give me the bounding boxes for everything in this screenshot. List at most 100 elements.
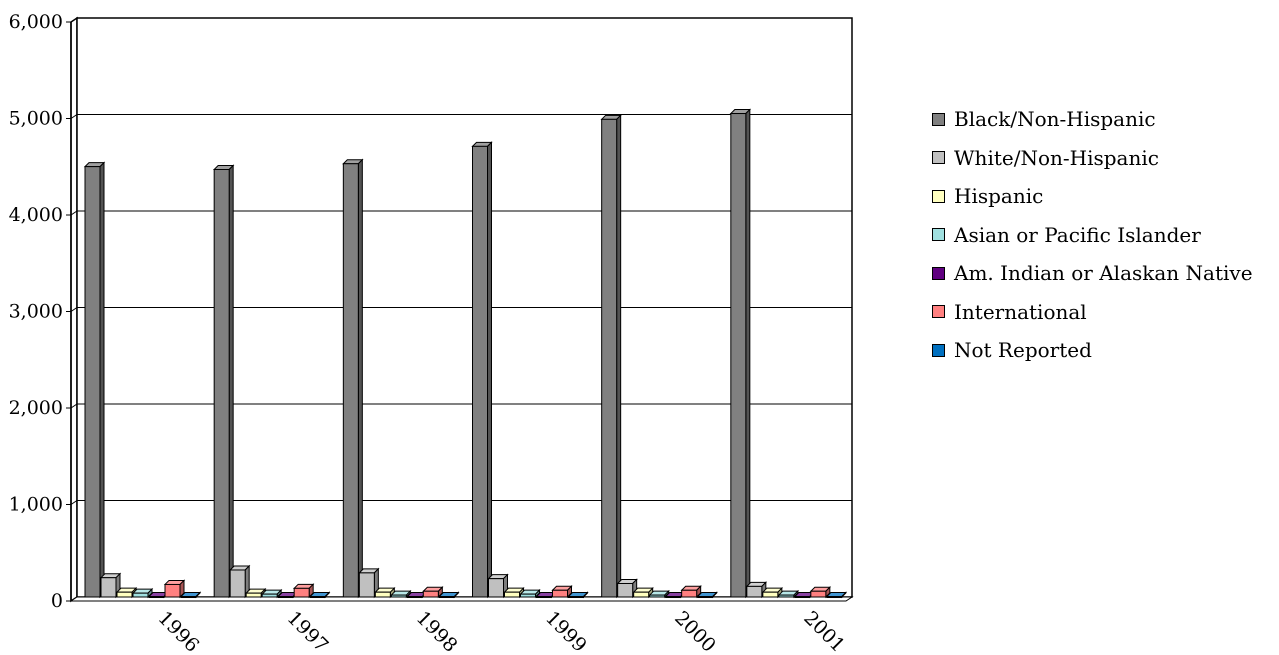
y-tick-label: 2,000 bbox=[9, 397, 63, 419]
bar-front bbox=[794, 596, 811, 599]
bar-front bbox=[180, 596, 197, 599]
y-tick-label: 0 bbox=[51, 590, 63, 612]
bar-front bbox=[746, 585, 763, 598]
y-tick-label: 1,000 bbox=[9, 494, 63, 516]
bar-side bbox=[99, 161, 105, 599]
bar bbox=[228, 564, 251, 599]
bar-front bbox=[116, 591, 133, 598]
x-tick-label: 1997 bbox=[283, 607, 333, 655]
bar-front bbox=[810, 590, 827, 598]
floor bbox=[69, 596, 854, 602]
bar bbox=[438, 591, 460, 599]
legend-item: Hispanic bbox=[932, 177, 1253, 216]
bar-front bbox=[245, 592, 262, 598]
bar bbox=[551, 585, 573, 599]
bar bbox=[648, 589, 670, 599]
bar-front bbox=[164, 583, 181, 598]
y-tick-label: 3,000 bbox=[9, 301, 63, 323]
bar-front bbox=[100, 577, 117, 598]
bar-front bbox=[601, 118, 618, 598]
bar-side bbox=[745, 108, 751, 599]
legend-swatch bbox=[932, 343, 945, 357]
legend-swatch bbox=[932, 151, 945, 165]
bar-side bbox=[357, 158, 363, 599]
x-axis: 1996 1997 1998 1999 2000 2001 bbox=[154, 607, 850, 655]
bar-front bbox=[358, 572, 375, 598]
legend-label: Asian or Pacific Islander bbox=[954, 222, 1201, 247]
bar-side bbox=[487, 141, 492, 599]
legend-label: Hispanic bbox=[954, 184, 1044, 209]
bar bbox=[179, 591, 202, 599]
x-tick-label: 1999 bbox=[541, 607, 591, 655]
bar-chart: 0 1,000 2,000 3,000 4,000 5,000 6,000 1996 1997… bbox=[9, 11, 854, 655]
legend-item: Not Reported bbox=[932, 331, 1253, 370]
bar-front bbox=[762, 591, 779, 598]
bar-front bbox=[148, 596, 165, 599]
bars bbox=[83, 108, 848, 599]
y-tick-label: 4,000 bbox=[9, 204, 63, 226]
bar bbox=[390, 589, 412, 599]
bar bbox=[131, 587, 154, 599]
legend-item: Asian or Pacific Islander bbox=[932, 216, 1253, 255]
bar bbox=[729, 108, 752, 599]
bar-front bbox=[697, 596, 714, 599]
bar bbox=[342, 158, 364, 599]
bar-front bbox=[826, 596, 843, 599]
legend-swatch bbox=[932, 189, 945, 203]
bar-front bbox=[342, 163, 359, 598]
legend-swatch bbox=[932, 228, 945, 242]
legend-label: White/Non-Hispanic bbox=[954, 145, 1159, 170]
bar bbox=[308, 591, 331, 599]
bar bbox=[212, 164, 235, 599]
gridline-side bbox=[70, 114, 78, 119]
bar-front bbox=[568, 596, 584, 599]
bar-front bbox=[438, 596, 455, 599]
legend-swatch bbox=[932, 305, 945, 319]
bar-front bbox=[665, 596, 682, 599]
bar bbox=[632, 586, 654, 599]
bar-front bbox=[406, 596, 423, 599]
bar-front bbox=[309, 596, 326, 599]
y-tick-label: 5,000 bbox=[9, 108, 63, 130]
legend-label: International bbox=[954, 299, 1087, 324]
bar-front bbox=[390, 594, 407, 598]
legend: Black/Non-Hispanic White/Non-Hispanic Hisp… bbox=[932, 100, 1253, 370]
gridline-side bbox=[70, 500, 78, 505]
bar bbox=[260, 588, 283, 599]
gridline-side bbox=[70, 210, 78, 216]
legend-item: Black/Non-Hispanic bbox=[932, 100, 1253, 139]
bar-side bbox=[616, 114, 622, 599]
bar-front bbox=[617, 582, 634, 598]
x-tick-label: 2000 bbox=[670, 607, 720, 655]
legend-label: Not Reported bbox=[954, 338, 1092, 363]
bar-front bbox=[229, 569, 246, 598]
legend-swatch bbox=[932, 112, 945, 126]
x-tick-label: 1998 bbox=[412, 607, 462, 655]
gridlines bbox=[70, 114, 852, 505]
bar-front bbox=[277, 596, 294, 599]
legend-item: White/Non-Hispanic bbox=[932, 139, 1253, 178]
bar-front bbox=[504, 591, 520, 598]
bar bbox=[83, 161, 106, 599]
bar bbox=[567, 591, 589, 599]
legend-item: International bbox=[932, 293, 1253, 332]
legend-swatch bbox=[932, 266, 945, 280]
legend-label: Black/Non-Hispanic bbox=[954, 107, 1156, 132]
bar bbox=[471, 141, 493, 599]
bar-front bbox=[374, 591, 391, 598]
legend-item: Am. Indian or Alaskan Native bbox=[932, 254, 1253, 293]
bar-front bbox=[293, 587, 310, 598]
bar-front bbox=[536, 596, 552, 599]
bar bbox=[761, 586, 784, 599]
bar bbox=[825, 591, 848, 599]
bar-front bbox=[633, 591, 650, 598]
bar bbox=[422, 586, 444, 599]
y-axis: 0 1,000 2,000 3,000 4,000 5,000 6,000 bbox=[9, 11, 72, 612]
x-tick-label: 2001 bbox=[799, 607, 849, 655]
bar-front bbox=[472, 145, 488, 598]
bar bbox=[487, 573, 509, 599]
bar bbox=[115, 586, 138, 599]
bar-front bbox=[84, 166, 101, 598]
bar bbox=[680, 585, 702, 599]
bar-front bbox=[132, 592, 149, 598]
